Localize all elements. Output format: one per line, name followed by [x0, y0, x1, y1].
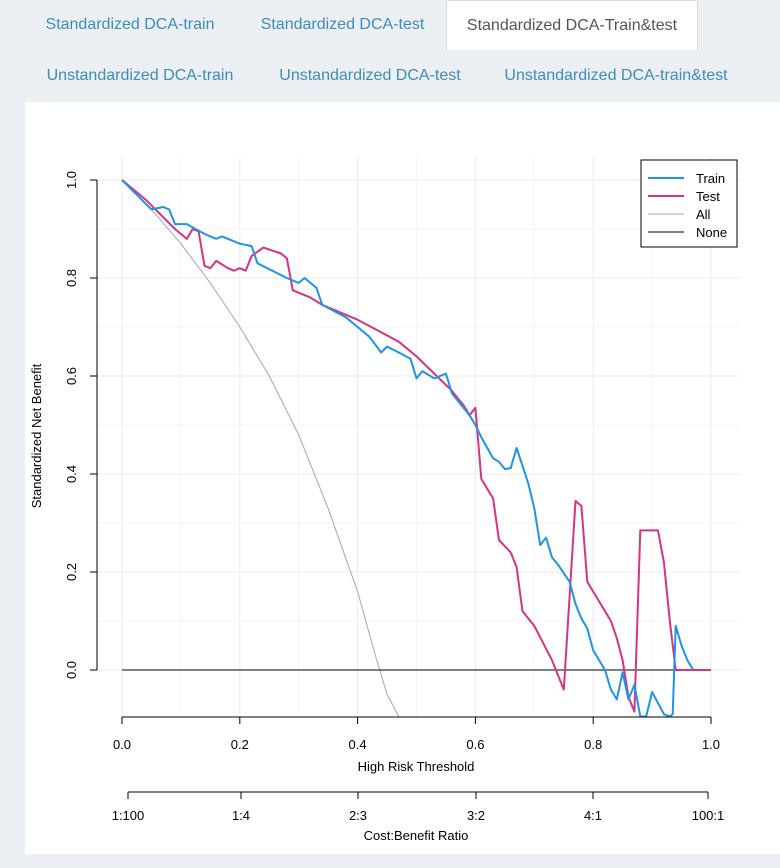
x-tick-label: 0.6: [466, 737, 484, 752]
ratio-tick-label: 2:3: [349, 808, 367, 823]
legend-label-none: None: [696, 225, 727, 240]
series-line-train: [121, 179, 695, 718]
x-tick-label: 0.8: [584, 737, 602, 752]
tab-standardized-dca-test[interactable]: Standardized DCA-test: [260, 16, 425, 33]
y-tick-label: 0.8: [64, 269, 79, 287]
y-tick-label: 0.0: [64, 661, 79, 679]
y-tick-label: 0.4: [64, 465, 79, 483]
grid: [97, 157, 740, 717]
x-axis-label: High Risk Threshold: [358, 759, 475, 774]
tab-unstandardized-dca-train-test[interactable]: Unstandardized DCA-train&test: [504, 67, 728, 84]
tab-unstandardized-dca-test[interactable]: Unstandardized DCA-test: [279, 67, 461, 84]
series-line-test: [121, 179, 711, 713]
axes: [96, 180, 711, 793]
ratio-axis-label: Cost:Benefit Ratio: [364, 828, 469, 843]
series-line-all: [121, 179, 400, 717]
x-ticks: 0.0 0.2 0.4 0.6 0.8 1.0: [113, 717, 720, 752]
x-tick-label: 1.0: [702, 737, 720, 752]
tab-unstandardized-dca-train[interactable]: Unstandardized DCA-train: [46, 67, 234, 84]
y-tick-label: 0.2: [64, 563, 79, 581]
legend-label-test: Test: [696, 189, 720, 204]
y-tick-label: 1.0: [64, 171, 79, 189]
legend: Train Test All None: [640, 159, 738, 248]
legend-label-train: Train: [696, 171, 725, 186]
x-tick-label: 0.2: [231, 737, 249, 752]
legend-label-all: All: [696, 207, 711, 222]
x-tick-label: 0.4: [349, 737, 367, 752]
tab-standardized-dca-train[interactable]: Standardized DCA-train: [45, 16, 215, 33]
ratio-tick-label: 3:2: [467, 808, 485, 823]
y-tick-label: 0.6: [64, 367, 79, 385]
x-tick-label: 0.0: [113, 737, 131, 752]
y-ticks: 0.0 0.2 0.4 0.6 0.8 1.0: [64, 171, 97, 679]
y-axis-label: Standardized Net Benefit: [29, 363, 44, 508]
ratio-tick-label: 4:1: [584, 808, 602, 823]
ratio-tick-label: 1:100: [112, 808, 145, 823]
ratio-ticks: 1:100 1:4 2:3 3:2 4:1 100:1: [112, 792, 725, 823]
tab-standardized-dca-train-test[interactable]: Standardized DCA-Train&test: [446, 0, 698, 50]
ratio-tick-label: 100:1: [692, 808, 725, 823]
ratio-tick-label: 1:4: [232, 808, 250, 823]
tab-bar: Standardized DCA-train Standardized DCA-…: [0, 0, 780, 102]
series-lines: [121, 179, 711, 718]
